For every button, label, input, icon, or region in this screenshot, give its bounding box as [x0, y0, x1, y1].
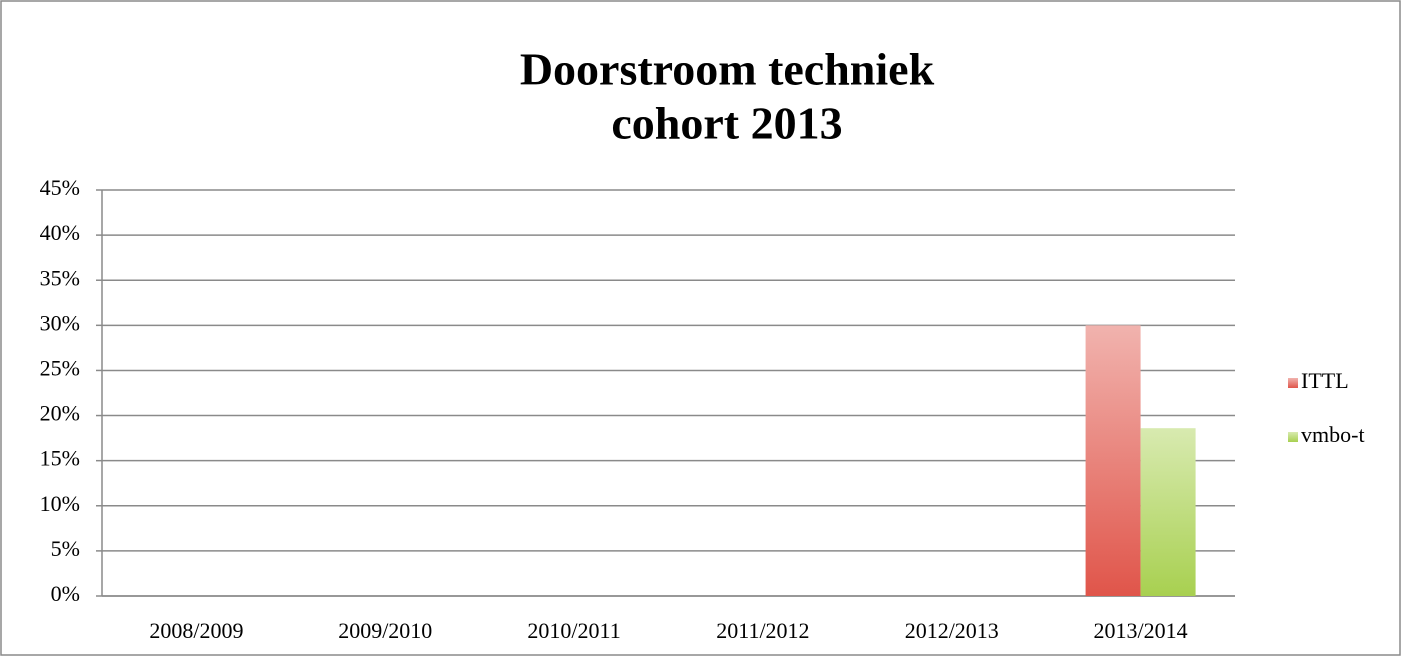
- bar: [1085, 325, 1141, 596]
- legend-label: vmbo-t: [1301, 422, 1365, 447]
- x-tick-label: 2011/2012: [716, 618, 809, 643]
- chart-title: Doorstroom techniek: [520, 44, 935, 95]
- y-tick-label: 40%: [40, 220, 80, 245]
- y-tick-label: 5%: [51, 536, 80, 561]
- y-tick-label: 15%: [40, 446, 80, 471]
- x-tick-label: 2010/2011: [527, 618, 620, 643]
- y-tick-label: 30%: [40, 310, 80, 335]
- y-tick-label: 20%: [40, 401, 80, 426]
- x-tick-label: 2008/2009: [149, 618, 243, 643]
- legend-swatch: [1288, 378, 1298, 388]
- y-tick-label: 25%: [40, 355, 80, 380]
- y-tick-label: 0%: [51, 581, 80, 606]
- legend-swatch: [1288, 432, 1298, 442]
- y-tick-label: 45%: [40, 175, 80, 200]
- y-tick-label: 35%: [40, 265, 80, 290]
- bar: [1140, 428, 1196, 596]
- legend-label: ITTL: [1301, 368, 1349, 393]
- x-tick-label: 2009/2010: [338, 618, 432, 643]
- x-tick-label: 2013/2014: [1094, 618, 1188, 643]
- chart-title: cohort 2013: [611, 98, 842, 149]
- x-tick-label: 2012/2013: [905, 618, 999, 643]
- y-tick-label: 10%: [40, 491, 80, 516]
